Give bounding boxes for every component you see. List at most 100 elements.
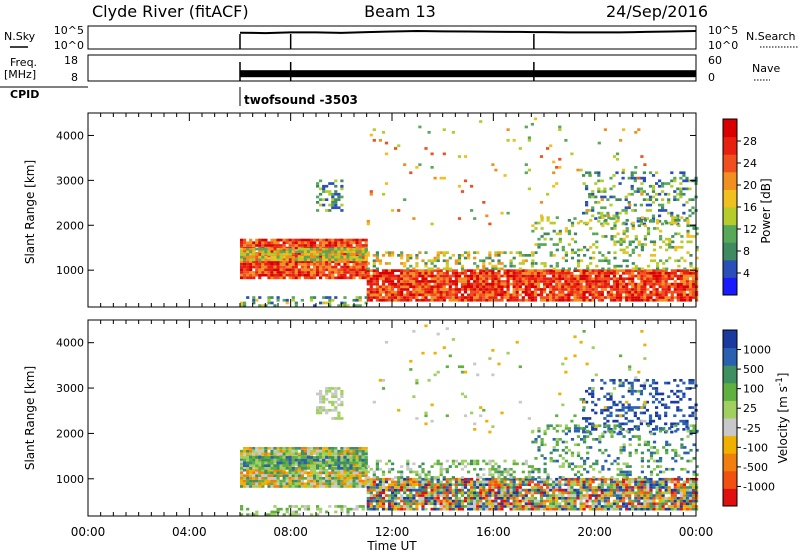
range-cell — [606, 296, 610, 299]
range-cell — [270, 268, 274, 272]
range-cell — [264, 241, 268, 245]
range-cell — [622, 232, 626, 236]
range-cell — [637, 285, 641, 289]
range-cell — [664, 486, 668, 489]
range-cell — [294, 452, 298, 456]
range-cell — [337, 477, 341, 480]
range-cell — [612, 298, 617, 302]
range-cell — [243, 461, 247, 465]
range-cell — [648, 203, 653, 207]
range-cell — [521, 494, 525, 497]
range-cell — [273, 263, 277, 266]
range-cell — [546, 277, 550, 281]
range-cell — [451, 505, 455, 508]
range-cell — [624, 206, 628, 210]
range-cell — [294, 467, 298, 470]
range-cell — [509, 480, 513, 484]
range-cell — [291, 271, 295, 274]
range-cell — [322, 479, 326, 483]
range-cell — [600, 505, 604, 508]
range-cell — [439, 282, 443, 286]
range-cell — [391, 209, 395, 212]
range-cell — [494, 254, 498, 257]
range-cell — [316, 258, 320, 262]
range-cell — [415, 488, 419, 492]
range-cell — [677, 264, 681, 268]
range-cell — [518, 491, 522, 495]
range-cell — [243, 260, 247, 263]
range-cell — [539, 288, 544, 291]
range-cell — [579, 298, 583, 302]
range-cell — [288, 253, 292, 256]
range-cell — [331, 265, 335, 269]
range-cell — [309, 276, 314, 280]
range-cell — [316, 464, 320, 467]
range-cell — [391, 494, 395, 497]
range-cell — [252, 263, 256, 266]
range-cell — [640, 507, 644, 511]
range-cell — [313, 238, 317, 242]
range-cell — [555, 499, 559, 503]
range-cell — [615, 282, 620, 286]
range-cell — [355, 458, 359, 462]
range-cell — [485, 499, 489, 503]
range-cell — [627, 192, 631, 196]
range-cell — [334, 296, 338, 299]
range-cell — [454, 298, 458, 302]
range-cell — [334, 241, 338, 245]
range-cell — [588, 477, 592, 481]
range-cell — [427, 267, 431, 271]
range-cell — [291, 247, 295, 251]
range-cell — [470, 486, 474, 489]
range-cell — [582, 288, 586, 291]
range-cell — [476, 296, 480, 299]
range-cell — [381, 480, 386, 484]
range-cell — [682, 211, 686, 215]
range-cell — [515, 274, 519, 278]
range-cell — [451, 488, 455, 492]
range-cell — [639, 187, 643, 191]
range-cell — [300, 244, 304, 247]
range-cell — [558, 507, 562, 511]
range-cell — [652, 480, 656, 484]
range-cell — [646, 477, 650, 481]
range-cell — [313, 253, 317, 256]
range-cell — [349, 452, 353, 456]
range-cell — [619, 296, 623, 299]
range-cell — [667, 480, 671, 484]
range-cell — [670, 491, 674, 495]
range-cell — [579, 272, 583, 275]
range-cell — [258, 482, 262, 486]
range-cell — [346, 468, 350, 472]
range-cell — [454, 274, 458, 278]
range-cell — [591, 480, 595, 484]
range-cell — [282, 273, 286, 277]
range-cell — [536, 293, 541, 297]
range-cell — [331, 482, 335, 486]
range-cell — [288, 485, 292, 488]
range-cell — [279, 474, 283, 477]
range-cell — [436, 293, 440, 297]
range-cell — [585, 502, 589, 506]
range-cell — [664, 507, 668, 511]
range-cell — [552, 274, 556, 278]
range-cell — [252, 296, 256, 299]
range-cell — [439, 296, 443, 299]
range-cell — [316, 250, 320, 254]
range-cell — [397, 254, 401, 257]
range-cell — [270, 265, 274, 269]
range-cell — [424, 277, 428, 281]
range-cell — [686, 240, 690, 244]
range-cell — [549, 264, 553, 268]
freq-unit: [MHz] — [4, 68, 36, 81]
range-cell — [366, 488, 370, 492]
range-cell — [270, 477, 274, 480]
range-cell — [576, 491, 580, 495]
range-cell — [381, 499, 386, 503]
range-cell — [588, 192, 592, 196]
range-cell — [328, 276, 332, 280]
range-cell — [652, 259, 657, 263]
range-cell — [555, 274, 559, 278]
range-cell — [343, 273, 347, 277]
range-cell — [264, 263, 268, 266]
